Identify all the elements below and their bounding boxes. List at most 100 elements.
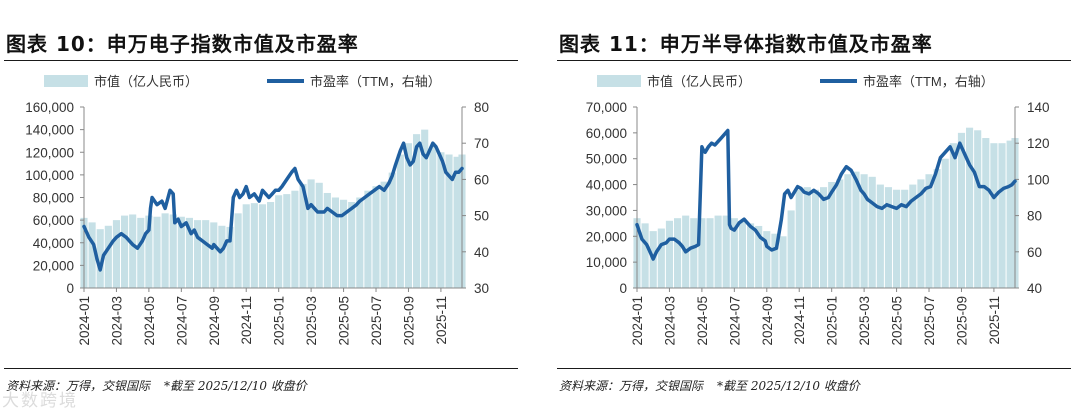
- market-cap-bar: [811, 189, 820, 288]
- market-cap-bar: [771, 233, 779, 288]
- right-tick-label: 70: [474, 136, 489, 151]
- date-note: *截至 2025/12/10 收盘价: [717, 379, 860, 393]
- left-tick-label: 140,000: [25, 123, 74, 138]
- x-tick-label: 2025-03: [857, 296, 872, 346]
- market-cap-bar: [860, 174, 868, 288]
- left-tick-label: 10,000: [586, 255, 627, 270]
- title-divider: [557, 60, 1071, 61]
- right-tick-label: 40: [1027, 281, 1042, 296]
- left-tick-label: 0: [66, 281, 74, 296]
- market-cap-bar: [787, 210, 795, 288]
- legend-label-market-cap: 市值（亿人民币）: [94, 74, 198, 89]
- watermark-logo: 大数跨境: [2, 391, 78, 411]
- market-cap-bar: [795, 189, 803, 288]
- market-cap-bar: [674, 218, 682, 288]
- market-cap-bar: [990, 143, 998, 288]
- x-tick-label: 2024-09: [207, 296, 222, 346]
- x-tick-label: 2025-05: [890, 296, 905, 346]
- chart-panel-electronics: 图表 10：申万电子指数市值及市盈率 市值（亿人民币） 市盈率（TTM，右轴） 0 2…: [0, 0, 530, 415]
- market-cap-bar: [372, 186, 380, 288]
- market-cap-bar: [210, 222, 218, 288]
- market-cap-bar: [982, 138, 990, 288]
- market-cap-bar: [121, 215, 129, 288]
- source-divider: [4, 368, 518, 369]
- market-cap-bar: [665, 220, 674, 288]
- market-cap-bar: [169, 214, 177, 288]
- left-tick-label: 40,000: [586, 178, 627, 193]
- x-tick-label: 2024-07: [727, 296, 742, 346]
- right-tick-label: 80: [474, 100, 489, 115]
- market-cap-bar: [998, 143, 1006, 288]
- legend: 市值（亿人民币） 市盈率（TTM，右轴）: [44, 74, 441, 89]
- right-tick-label: 40: [474, 245, 489, 260]
- bar-series: [633, 127, 1019, 288]
- market-cap-bar: [453, 156, 461, 288]
- legend-label-pe-ratio: 市盈率（TTM，右轴）: [863, 74, 994, 89]
- market-cap-bar: [194, 220, 202, 288]
- market-cap-bar: [941, 158, 949, 288]
- left-tick-label: 160,000: [25, 100, 74, 115]
- legend-swatch-bar: [44, 75, 88, 87]
- left-tick-label: 20,000: [586, 229, 627, 244]
- left-tick-label: 120,000: [25, 145, 74, 160]
- x-tick-label: 2025-11: [987, 296, 1002, 345]
- market-cap-bar: [267, 202, 275, 288]
- x-tick-label: 2025-09: [954, 296, 969, 346]
- market-cap-bar: [283, 194, 291, 288]
- market-cap-bar: [96, 229, 104, 288]
- market-cap-bar: [226, 226, 234, 288]
- market-cap-bar: [413, 134, 421, 288]
- left-tick-label: 50,000: [586, 152, 627, 167]
- source-text: 资料来源：万得，交银国际: [6, 379, 151, 393]
- market-cap-bar: [949, 143, 957, 288]
- market-cap-bar: [137, 217, 145, 288]
- market-cap-bar: [129, 214, 137, 288]
- market-cap-bar: [299, 183, 307, 288]
- market-cap-bar: [202, 220, 210, 288]
- x-tick-label: 2025-05: [337, 296, 352, 346]
- market-cap-bar: [104, 225, 112, 288]
- market-cap-bar: [348, 202, 356, 288]
- market-cap-bar: [364, 190, 372, 288]
- market-cap-bar: [893, 189, 901, 288]
- right-tick-label: 140: [1027, 100, 1050, 115]
- market-cap-bar: [145, 215, 153, 288]
- right-tick-label: 30: [474, 281, 489, 296]
- market-cap-bar: [177, 216, 185, 288]
- x-tick-label: 2024-11: [792, 296, 807, 345]
- market-cap-bar: [429, 146, 437, 288]
- market-cap-bar: [925, 174, 933, 288]
- x-tick-label: 2024-01: [77, 296, 92, 346]
- market-cap-bar: [828, 181, 836, 288]
- market-cap-bar: [730, 218, 738, 288]
- market-cap-bar: [242, 204, 250, 288]
- right-tick-label: 50: [474, 209, 489, 224]
- market-cap-bar: [933, 169, 941, 288]
- x-tick-label: 2025-11: [434, 296, 449, 345]
- x-tick-label: 2025-03: [304, 296, 319, 346]
- chart-title: 图表 11：申万半导体指数市值及市盈率: [559, 32, 933, 56]
- market-cap-bar: [657, 228, 665, 288]
- market-cap-bar: [445, 154, 453, 288]
- left-tick-label: 40,000: [33, 236, 74, 251]
- right-tick-label: 80: [1027, 209, 1042, 224]
- x-tick-label: 2025-07: [369, 296, 384, 346]
- market-cap-bar: [852, 171, 860, 288]
- left-tick-label: 70,000: [586, 100, 627, 115]
- market-cap-bar: [315, 182, 323, 288]
- left-tick-label: 20,000: [33, 258, 74, 273]
- market-cap-bar: [917, 179, 925, 288]
- pe-ratio-line: [635, 128, 1017, 261]
- x-tick-label: 2024-09: [760, 296, 775, 346]
- market-cap-bar: [966, 127, 974, 288]
- bar-series: [80, 129, 466, 288]
- market-cap-bar: [161, 213, 169, 288]
- chart-title: 图表 10：申万电子指数市值及市盈率: [6, 32, 359, 56]
- left-tick-label: 60,000: [586, 126, 627, 141]
- right-tick-label: 100: [1027, 172, 1050, 187]
- market-cap-bar: [404, 143, 413, 288]
- source-text: 资料来源：万得，交银国际: [559, 379, 704, 393]
- market-cap-bar: [275, 195, 283, 288]
- x-tick-label: 2024-07: [174, 296, 189, 346]
- market-cap-bar: [755, 225, 763, 288]
